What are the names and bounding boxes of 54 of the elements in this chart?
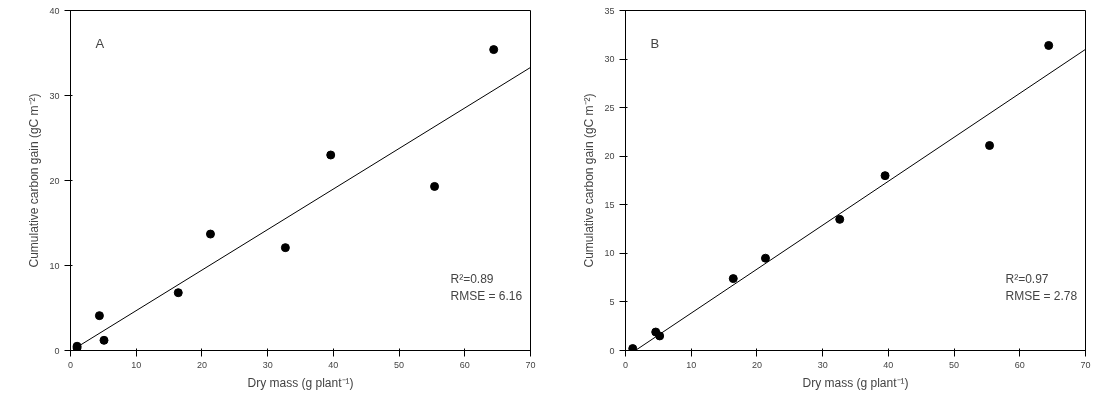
y-axis-title: Cumulative carbon gain (gC m⁻²): [27, 93, 42, 268]
annotation: A: [95, 35, 105, 51]
point: [489, 45, 499, 55]
y-tick-label: 25: [604, 102, 615, 113]
point: [430, 181, 440, 191]
point: [173, 288, 183, 298]
point: [205, 229, 215, 239]
y-tick-label: 15: [604, 199, 615, 210]
point: [326, 150, 336, 160]
x-axis-title: Dry mass (g plant⁻¹): [802, 375, 909, 390]
y-tick-label: 0: [54, 345, 60, 356]
y-tick-label: 30: [49, 90, 60, 101]
annotation: RMSE = 6.16: [450, 288, 523, 303]
x-tick-label: 50: [394, 359, 405, 370]
y-tick-label: 20: [604, 151, 615, 162]
y-tick-label: 0: [609, 345, 615, 356]
y-tick-label: 5: [609, 296, 615, 307]
point: [760, 253, 770, 263]
annotation: RMSE = 2.78: [1005, 288, 1078, 303]
x-tick-label: 10: [131, 359, 142, 370]
x-tick-label: 20: [196, 359, 207, 370]
point: [628, 344, 638, 351]
x-tick-label: 30: [262, 359, 273, 370]
x-tick-label: 70: [525, 359, 536, 370]
x-tick-label: 0: [623, 359, 629, 370]
x-tick-label: 30: [817, 359, 828, 370]
x-tick-label: 60: [459, 359, 470, 370]
annotation: R²=0.89: [450, 271, 494, 286]
point: [99, 335, 109, 345]
point: [985, 141, 995, 151]
point: [880, 171, 890, 181]
y-tick-label: 10: [604, 248, 615, 259]
x-tick-label: 0: [68, 359, 74, 370]
y-tick-label: 35: [604, 5, 615, 16]
y-tick-label: 40: [49, 5, 60, 16]
annotation: B: [650, 35, 660, 51]
point: [728, 274, 738, 284]
point: [1044, 40, 1054, 50]
point: [835, 214, 845, 224]
annotation: R²=0.97: [1005, 271, 1049, 286]
y-tick-label: 20: [49, 175, 60, 186]
x-tick-label: 40: [883, 359, 894, 370]
y-tick-label: 10: [49, 260, 60, 271]
x-tick-label: 50: [949, 359, 960, 370]
x-axis-title: Dry mass (g plant⁻¹): [247, 375, 354, 390]
x-tick-label: 10: [686, 359, 697, 370]
point: [280, 243, 290, 253]
x-tick-label: 60: [1014, 359, 1025, 370]
point: [94, 311, 104, 321]
y-tick-label: 30: [604, 54, 615, 65]
x-tick-label: 40: [328, 359, 339, 370]
x-tick-label: 20: [751, 359, 762, 370]
x-tick-label: 70: [1080, 359, 1091, 370]
y-axis-title: Cumulative carbon gain (gC m⁻²): [582, 93, 597, 268]
